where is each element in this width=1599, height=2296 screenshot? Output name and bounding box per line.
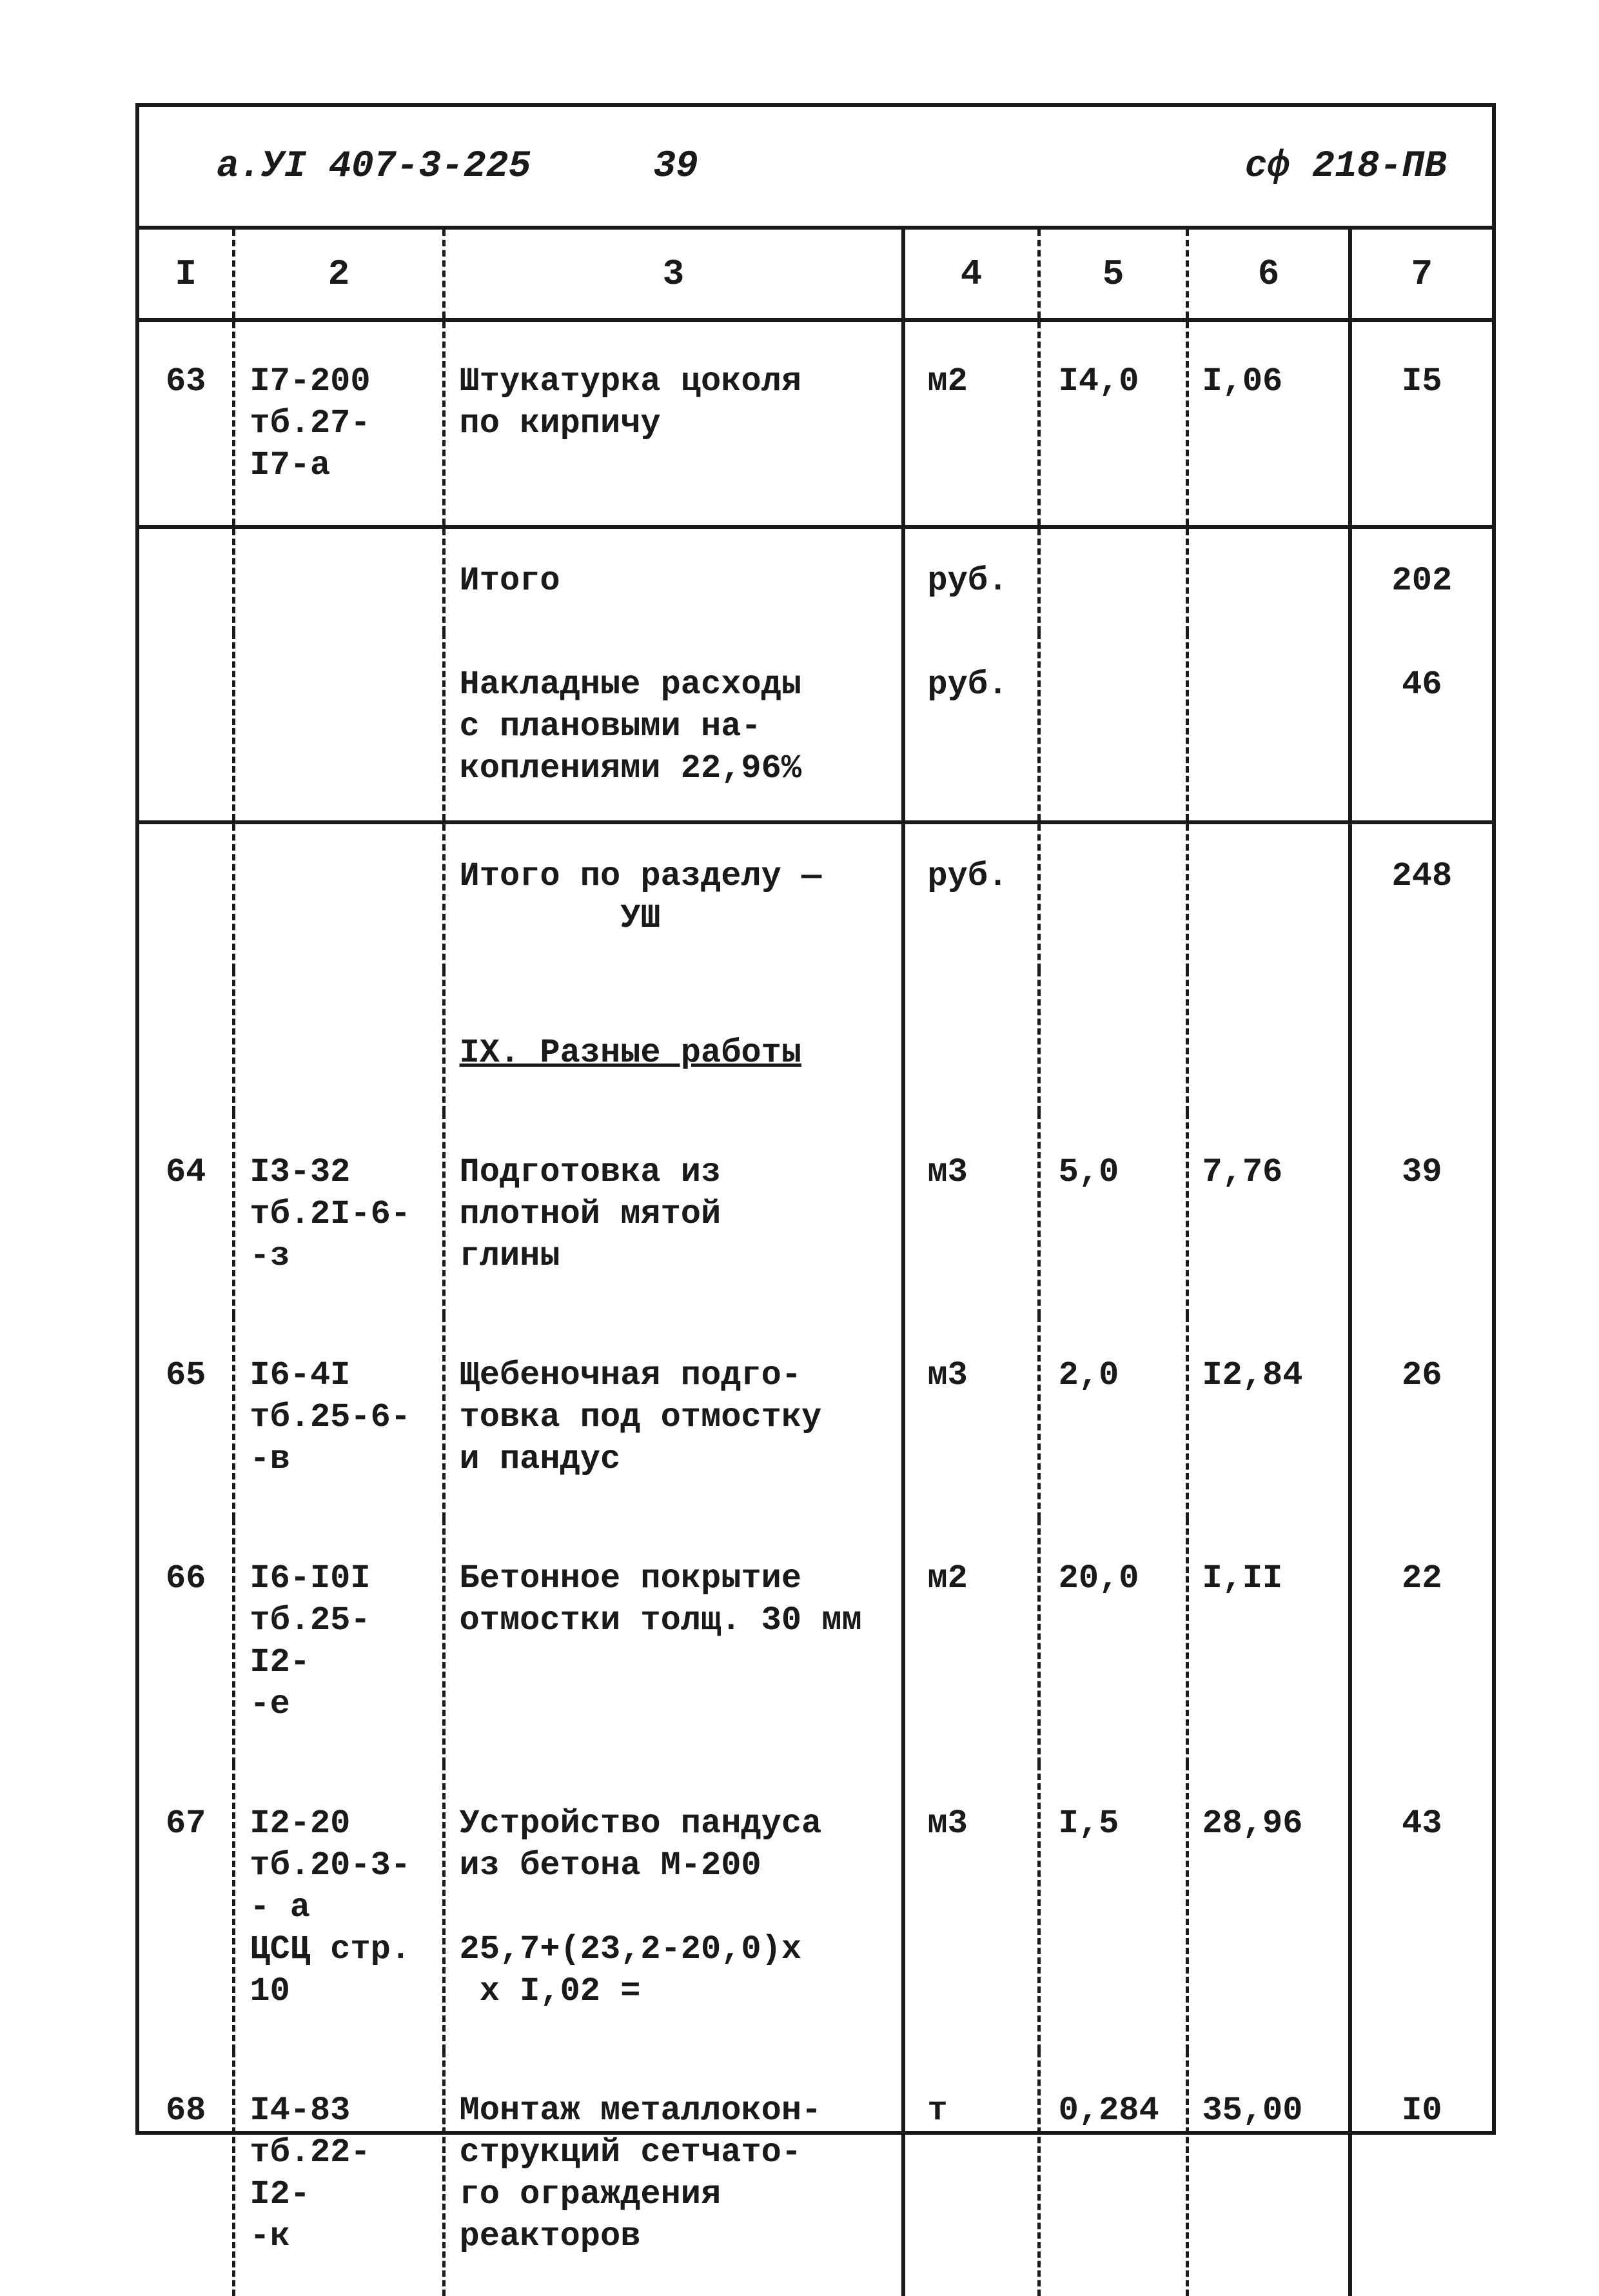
cell-c1: [139, 527, 234, 633]
cell-c1: 64: [139, 1113, 234, 1316]
cell-c4: т: [903, 2051, 1039, 2296]
table-row: 63І7-200 тб.27- І7-аШтукатурка цоколя по…: [139, 320, 1492, 525]
cell-c5: І,5: [1039, 1764, 1188, 2051]
table-row: 67І2-20 тб.20-3- - а ЦСЦ стр. 10Устройст…: [139, 1764, 1492, 2051]
cell-c7: І0: [1350, 2051, 1492, 2296]
colnum-2: 2: [234, 230, 444, 320]
cell-c2: [234, 822, 444, 970]
cell-c6: І,06: [1188, 320, 1350, 525]
cell-c2: [234, 527, 444, 633]
cell-c6: [1188, 970, 1350, 1113]
cell-c3: Монтаж металлокон- струкций сетчато- го …: [444, 2051, 903, 2296]
cell-c1: 63: [139, 320, 234, 525]
colnum-7: 7: [1350, 230, 1492, 320]
cell-c6: І2,84: [1188, 1316, 1350, 1519]
cell-c5: 0,284: [1039, 2051, 1188, 2296]
cell-c4: м2: [903, 320, 1039, 525]
cell-c6: 35,00: [1188, 2051, 1350, 2296]
table-body: 63І7-200 тб.27- І7-аШтукатурка цоколя по…: [139, 320, 1492, 2296]
cell-c1: [139, 633, 234, 820]
cell-c3: Итого: [444, 527, 903, 633]
cell-c2: І6-І0І тб.25-І2- -е: [234, 1519, 444, 1764]
cell-c2: І2-20 тб.20-3- - а ЦСЦ стр. 10: [234, 1764, 444, 2051]
table-frame: а.УІ 407-3-225 39 сф 218-ПВ І 2 3 4 5 6 …: [135, 103, 1496, 2135]
cell-c4: м3: [903, 1316, 1039, 1519]
subtotal-row: Итого по разделу — УШруб. 248: [139, 822, 1492, 970]
cell-c1: [139, 970, 234, 1113]
table-row: 68І4-83 тб.22-І2- -кМонтаж металлокон- с…: [139, 2051, 1492, 2296]
cell-c1: 68: [139, 2051, 234, 2296]
cell-c6: І,ІІ: [1188, 1519, 1350, 1764]
cell-c4: руб.: [903, 822, 1039, 970]
cell-c5: [1039, 822, 1188, 970]
section-title-row: ІХ. Разные работы: [139, 970, 1492, 1113]
cell-c2: І6-4І тб.25-6- -в: [234, 1316, 444, 1519]
subtotal-row: Накладные расходы с плановыми на- коплен…: [139, 633, 1492, 820]
cell-c2: [234, 970, 444, 1113]
cell-c5: [1039, 527, 1188, 633]
cell-c3: Бетонное покрытие отмостки толщ. 30 мм: [444, 1519, 903, 1764]
cell-c4: м3: [903, 1113, 1039, 1316]
cell-c6: 7,76: [1188, 1113, 1350, 1316]
cell-c7: 22: [1350, 1519, 1492, 1764]
cell-c7: 46: [1350, 633, 1492, 820]
header-right: сф 218-ПВ: [978, 146, 1492, 188]
cell-c3: Штукатурка цоколя по кирпичу: [444, 320, 903, 525]
cell-c5: 2,0: [1039, 1316, 1188, 1519]
cell-c5: І4,0: [1039, 320, 1188, 525]
cell-c1: [139, 822, 234, 970]
page-header: а.УІ 407-3-225 39 сф 218-ПВ: [139, 107, 1492, 230]
cell-c2: І3-32 тб.2І-6- -з: [234, 1113, 444, 1316]
cell-c4: м3: [903, 1764, 1039, 2051]
cell-c3: Итого по разделу — УШ: [444, 822, 903, 970]
cell-c2: І4-83 тб.22-І2- -к: [234, 2051, 444, 2296]
cell-c1: 66: [139, 1519, 234, 1764]
cell-c3: ІХ. Разные работы: [444, 970, 903, 1113]
cell-c1: 65: [139, 1316, 234, 1519]
cell-c7: 39: [1350, 1113, 1492, 1316]
colnum-3: 3: [444, 230, 903, 320]
cell-c4: руб.: [903, 633, 1039, 820]
cell-c7: І5: [1350, 320, 1492, 525]
colnum-5: 5: [1039, 230, 1188, 320]
table-row: 64І3-32 тб.2І-6- -зПодготовка из плотной…: [139, 1113, 1492, 1316]
header-page-number: 39: [653, 146, 978, 188]
cell-c5: 5,0: [1039, 1113, 1188, 1316]
cell-c7: 202: [1350, 527, 1492, 633]
cell-c6: 28,96: [1188, 1764, 1350, 2051]
cell-c3: Устройство пандуса из бетона М-200 25,7+…: [444, 1764, 903, 2051]
cell-c4: руб.: [903, 527, 1039, 633]
cell-c6: [1188, 633, 1350, 820]
colnum-1: І: [139, 230, 234, 320]
cell-c5: [1039, 970, 1188, 1113]
cell-c5: 20,0: [1039, 1519, 1188, 1764]
column-number-row: І 2 3 4 5 6 7: [139, 230, 1492, 320]
cell-c2: І7-200 тб.27- І7-а: [234, 320, 444, 525]
estimate-table: І 2 3 4 5 6 7 63І7-200 тб.27- І7-аШтукат…: [139, 230, 1492, 2296]
cell-c4: м2: [903, 1519, 1039, 1764]
table-row: 66І6-І0І тб.25-І2- -еБетонное покрытие о…: [139, 1519, 1492, 1764]
cell-c7: 26: [1350, 1316, 1492, 1519]
cell-c6: [1188, 822, 1350, 970]
cell-c4: [903, 970, 1039, 1113]
colnum-4: 4: [903, 230, 1039, 320]
cell-c6: [1188, 527, 1350, 633]
cell-c3: Щебеночная подго- товка под отмостку и п…: [444, 1316, 903, 1519]
colnum-6: 6: [1188, 230, 1350, 320]
cell-c7: 248: [1350, 822, 1492, 970]
cell-c5: [1039, 633, 1188, 820]
cell-c7: 43: [1350, 1764, 1492, 2051]
section-title: ІХ. Разные работы: [460, 1032, 802, 1074]
cell-c7: [1350, 970, 1492, 1113]
cell-c1: 67: [139, 1764, 234, 2051]
page: а.УІ 407-3-225 39 сф 218-ПВ І 2 3 4 5 6 …: [0, 0, 1599, 2262]
subtotal-row: Итогоруб. 202: [139, 527, 1492, 633]
table-row: 65І6-4І тб.25-6- -вЩебеночная подго- тов…: [139, 1316, 1492, 1519]
header-left: а.УІ 407-3-225: [139, 146, 653, 188]
cell-c3: Накладные расходы с плановыми на- коплен…: [444, 633, 903, 820]
cell-c2: [234, 633, 444, 820]
cell-c3: Подготовка из плотной мятой глины: [444, 1113, 903, 1316]
